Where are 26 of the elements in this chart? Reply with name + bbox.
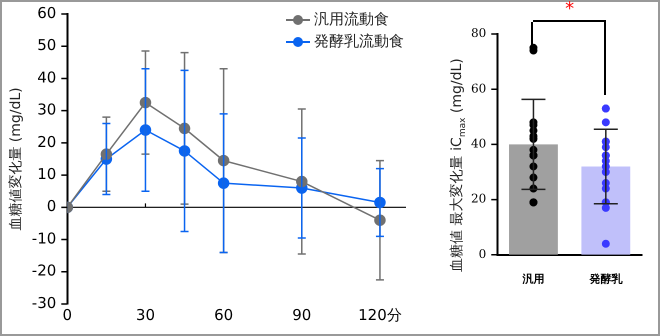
x-tick-label: 30 [136, 306, 156, 324]
y-tick-label: 40 [37, 68, 56, 86]
x-tick-label: 120分 [358, 306, 402, 324]
y-tick-label: 0 [46, 197, 56, 216]
y-tick-label: 30 [37, 100, 56, 119]
x-tick-label: 90 [292, 306, 312, 324]
y-axis-title: 血糖値変化量 (mg/dL) [8, 87, 24, 231]
legend-label: 発酵乳流動食 [314, 32, 404, 50]
y-tick-label: -20 [32, 262, 56, 280]
x-tick-label: 60 [214, 306, 234, 324]
y-tick-label: 10 [37, 165, 56, 183]
x-tick-label: 汎用 [521, 272, 544, 286]
y-tick-label: 60 [37, 4, 56, 22]
y-tick-label: 60 [470, 81, 486, 96]
y-tick-label: -30 [32, 294, 56, 312]
y-tick-label: 0 [478, 246, 486, 261]
legend-label: 汎用流動食 [314, 10, 389, 28]
y-tick-label: -10 [32, 229, 56, 248]
x-tick-label: 発酵乳 [588, 272, 624, 286]
x-tick-label: 0 [62, 306, 72, 324]
y-tick-label: 20 [37, 132, 56, 151]
text: * [565, 0, 574, 20]
y-tick-label: 80 [470, 26, 486, 40]
y-tick-label: 20 [470, 192, 486, 206]
y-tick-label: 50 [37, 36, 56, 54]
y-tick-label: 40 [470, 136, 486, 151]
